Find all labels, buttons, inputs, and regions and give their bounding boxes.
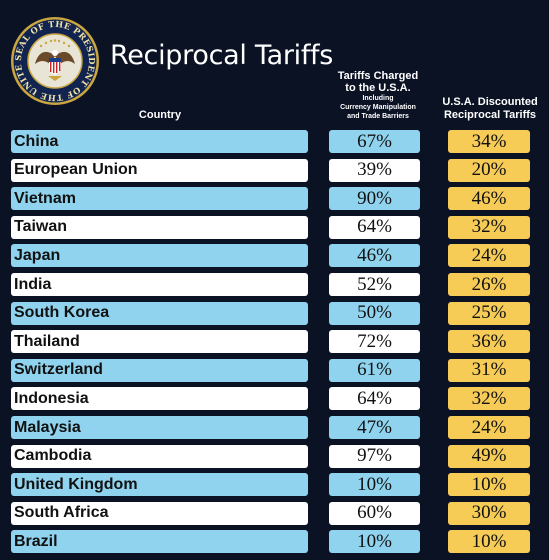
country-cell: United Kingdom [11,473,308,497]
column-header-discounted: U.S.A. Discounted Reciprocal Tariffs [436,96,544,122]
table-row: India 52% 26% [0,273,549,298]
country-cell: Indonesia [11,387,308,411]
country-cell: European Union [11,158,308,182]
table-row: Indonesia 64% 32% [0,387,549,412]
charged-header-line2: to the U.S.A. [345,82,411,94]
charged-cell: 10% [329,473,420,497]
table-row: United Kingdom 10% 10% [0,473,549,498]
table-row: China 67% 34% [0,130,549,155]
charged-header-line1: Tariffs Charged [337,70,419,82]
country-cell: Malaysia [11,416,308,439]
discounted-cell: 10% [448,473,530,497]
discounted-cell: 24% [448,416,530,439]
charged-header-sub1: Including [362,95,394,102]
table-row: Brazil 10% 10% [0,530,549,555]
discounted-cell: 26% [448,273,530,296]
charged-cell: 50% [329,301,420,325]
charged-cell: 90% [329,187,420,211]
country-cell: Thailand [11,330,308,354]
discounted-cell: 49% [448,444,530,468]
table-row: South Africa 60% 30% [0,501,549,527]
country-cell: Japan [11,244,308,268]
country-cell: Brazil [11,530,308,554]
country-cell: Switzerland [11,358,308,382]
charged-cell: 52% [329,273,420,296]
charged-cell: 64% [329,387,420,411]
column-header-charged: Tariffs Charged to the U.S.A. Including … [326,70,430,121]
charged-cell: 10% [329,530,420,554]
country-cell: Taiwan [11,215,308,239]
discounted-cell: 32% [448,387,530,411]
table-row: Switzerland 61% 31% [0,358,549,384]
presidential-seal-icon: SEAL OF THE PRESIDENT OF THE UNITED STAT… [10,16,99,105]
charged-cell: 47% [329,416,420,439]
country-cell: South Africa [11,501,308,525]
discounted-cell: 25% [448,301,530,325]
table-row: Cambodia 97% 49% [0,444,549,470]
charged-cell: 97% [329,444,420,468]
charged-cell: 46% [329,244,420,268]
country-cell: South Korea [11,301,308,325]
discounted-cell: 36% [448,330,530,354]
country-cell: China [11,130,308,153]
table-row: Thailand 72% 36% [0,330,549,355]
discounted-cell: 32% [448,215,530,239]
discounted-cell: 46% [448,187,530,211]
country-cell: India [11,273,308,296]
discounted-cell: 24% [448,244,530,268]
charged-header-sub3: and Trade Barriers [347,113,409,120]
discounted-cell: 10% [448,530,530,554]
page-title: Reciprocal Tariffs [110,40,333,71]
disc-header-line1: U.S.A. Discounted [442,96,538,108]
discounted-cell: 31% [448,358,530,382]
table-row: Japan 46% 24% [0,244,549,269]
country-cell: Cambodia [11,444,308,468]
column-header-country: Country [138,109,182,121]
charged-cell: 67% [329,130,420,153]
table-row: Vietnam 90% 46% [0,187,549,212]
table-row: South Korea 50% 25% [0,301,549,327]
country-cell: Vietnam [11,187,308,211]
discounted-cell: 34% [448,130,530,153]
charged-header-sub2: Currency Manipulation [340,104,416,111]
discounted-cell: 20% [448,158,530,182]
table-row: Malaysia 47% 24% [0,416,549,441]
table-row: European Union 39% 20% [0,158,549,184]
charged-cell: 72% [329,330,420,354]
table-row: Taiwan 64% 32% [0,215,549,241]
charged-cell: 64% [329,215,420,239]
charged-cell: 39% [329,158,420,182]
disc-header-line2: Reciprocal Tariffs [443,109,537,121]
charged-cell: 60% [329,501,420,525]
discounted-cell: 30% [448,501,530,525]
charged-cell: 61% [329,358,420,382]
